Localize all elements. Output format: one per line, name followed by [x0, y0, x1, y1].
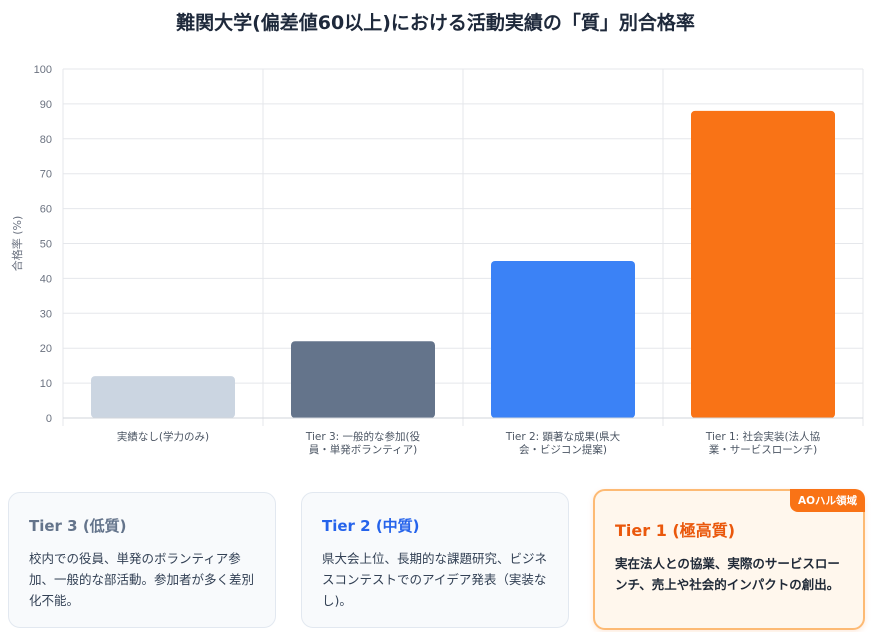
- x-tick-label: Tier 3: 一般的な参加(役: [305, 430, 421, 443]
- bar-2: [491, 260, 635, 418]
- y-tick-label: 30: [40, 308, 52, 320]
- tier1-card-body: 実在法人との協業、実際のサービスローンチ、売上や社会的インパクトの創出。: [615, 556, 840, 592]
- y-tick-label: 50: [40, 239, 52, 251]
- tier1-card-title: Tier 1 (極高質): [615, 521, 736, 540]
- y-tick-label: 0: [46, 413, 52, 425]
- tier3-card-body: 校内での役員、単発のボランティア参加、一般的な部活動。参加者が多く差別化不能。: [29, 551, 255, 608]
- bar-1: [291, 341, 435, 418]
- x-tick-label: 実績なし(学力のみ): [117, 430, 209, 443]
- x-tick-label: 会・ビジコン提案): [519, 443, 607, 456]
- y-tick-label: 60: [40, 204, 52, 216]
- bar-3: [691, 110, 835, 418]
- y-tick-label: 10: [40, 378, 52, 390]
- y-tick-label: 80: [40, 134, 52, 146]
- tier-cards: Tier 3 (低質) 校内での役員、単発のボランティア参加、一般的な部活動。参…: [0, 488, 871, 632]
- bar-chart: 0 10 20 30 40 50 60 70 80 90 100 合格率 (%) 実績なし(学力のみ) T…: [10, 64, 864, 456]
- y-axis-label: 合格率 (%): [10, 216, 24, 272]
- y-tick-label: 40: [40, 273, 52, 285]
- y-tick-label: 70: [40, 169, 52, 181]
- tier2-card-title: Tier 2 (中質): [322, 517, 420, 535]
- tier3-card: Tier 3 (低質) 校内での役員、単発のボランティア参加、一般的な部活動。参…: [8, 492, 276, 628]
- chart-title: 難関大学(偏差値60以上)における活動実績の「質」別合格率: [176, 12, 695, 34]
- tier3-card-title: Tier 3 (低質): [29, 517, 127, 535]
- y-tick-label: 100: [34, 64, 52, 76]
- y-tick-label: 20: [40, 343, 52, 355]
- x-tick-label: 員・単発ボランティア): [309, 443, 417, 456]
- x-tick-label: Tier 2: 顕著な成果(県大: [505, 430, 621, 443]
- x-tick-label: Tier 1: 社会実装(法人協: [705, 430, 820, 443]
- ao-badge: AOハル領域: [789, 489, 865, 512]
- bar-0: [91, 376, 235, 418]
- tier2-card: Tier 2 (中質) 県大会上位、長期的な課題研究、ビジネスコンテストでのアイ…: [301, 492, 569, 628]
- x-tick-label: 業・サービスローンチ): [709, 443, 818, 456]
- tier1-card: AOハル領域 Tier 1 (極高質) 実在法人との協業、実際のサービスローンチ…: [593, 489, 865, 630]
- tier2-card-body: 県大会上位、長期的な課題研究、ビジネスコンテストでのアイデア発表（実装なし)。: [322, 551, 548, 608]
- y-tick-label: 90: [40, 99, 52, 111]
